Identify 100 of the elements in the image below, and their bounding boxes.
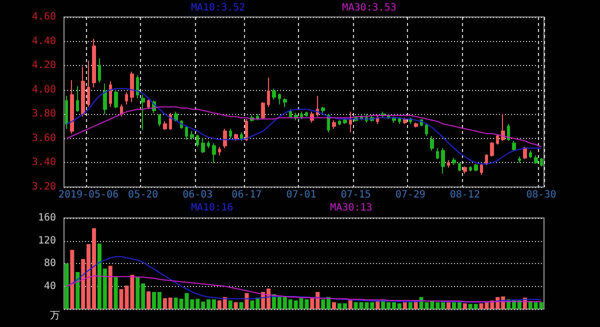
- candlestick: [272, 88, 276, 100]
- candlestick: [300, 111, 303, 120]
- bar: [64, 264, 69, 309]
- candlestick: [261, 102, 265, 120]
- y-tick-label: 3.80: [32, 108, 56, 120]
- candlestick: [343, 118, 347, 124]
- candlestick: [169, 112, 172, 130]
- candlestick: [441, 148, 445, 174]
- bar: [402, 302, 407, 309]
- bar: [108, 266, 112, 309]
- candlestick: [289, 108, 292, 118]
- candlestick: [81, 66, 85, 118]
- bar: [228, 300, 232, 309]
- candlestick: [523, 146, 527, 160]
- candlestick: [463, 166, 467, 174]
- bar: [70, 250, 74, 309]
- x-tick-label: 07-15: [340, 190, 371, 200]
- y-tick-label: 80: [44, 258, 56, 269]
- candlestick: [136, 74, 139, 99]
- candlestick: [501, 114, 505, 142]
- candlestick: [490, 142, 494, 158]
- x-tick-label: 06-17: [232, 190, 262, 200]
- x-tick-label: 05-20: [128, 190, 158, 200]
- candlestick: [534, 154, 538, 164]
- candlestick: [174, 111, 178, 122]
- bar: [114, 277, 118, 309]
- candlestick: [201, 138, 205, 154]
- text: MA30:13: [330, 202, 372, 214]
- y-tick-label: 40: [44, 280, 56, 292]
- y-tick-label: 4.40: [32, 36, 56, 47]
- y-tick-label: 4.60: [32, 12, 56, 22]
- candlestick: [496, 134, 499, 145]
- y-tick-label: 3.40: [32, 157, 56, 168]
- candlestick: [109, 80, 112, 108]
- candlestick: [240, 132, 243, 142]
- candlestick: [234, 133, 238, 142]
- bar: [239, 302, 244, 309]
- text: MA10:16: [191, 202, 234, 214]
- y-tick-label: 3.20: [32, 182, 56, 192]
- candlestick: [452, 157, 456, 166]
- candlestick: [163, 120, 167, 130]
- text: MA30:3.53: [342, 2, 396, 14]
- candlestick: [425, 123, 428, 136]
- candlestick: [447, 160, 450, 168]
- x-tick-label: 07-29: [395, 190, 426, 200]
- bar: [446, 302, 451, 309]
- candlestick: [70, 80, 74, 134]
- candlestick: [458, 162, 461, 172]
- candlestick: [114, 89, 118, 109]
- candlestick: [485, 154, 488, 166]
- candlestick: [147, 99, 150, 110]
- line-series: [66, 256, 542, 303]
- candlestick: [185, 126, 188, 140]
- candlestick: [87, 60, 90, 108]
- candlestick: [98, 58, 101, 84]
- candlestick: [349, 111, 352, 133]
- candlestick: [338, 120, 341, 126]
- candlestick: [507, 123, 510, 142]
- candlestick: [245, 118, 248, 142]
- candlestick: [398, 117, 401, 124]
- candlestick: [229, 128, 232, 139]
- text: MA10:3.52: [191, 2, 246, 14]
- candlestick: [480, 163, 483, 176]
- bar: [408, 302, 412, 309]
- x-tick-label: 08-30: [526, 190, 556, 200]
- y-tick-label: 160: [38, 212, 56, 224]
- y-tick-label: 4.20: [32, 60, 56, 72]
- candlestick: [469, 166, 472, 172]
- line-series: [66, 276, 542, 302]
- candlestick: [332, 120, 336, 130]
- candlestick: [283, 98, 287, 108]
- bar: [462, 303, 467, 309]
- x-tick-label: 07-01: [286, 190, 316, 200]
- candlestick: [305, 111, 308, 118]
- candlestick: [92, 38, 96, 88]
- candlestick: [76, 86, 79, 112]
- candlestick: [540, 157, 543, 167]
- candlestick: [436, 148, 439, 160]
- y-tick-label: 4.00: [32, 84, 56, 96]
- candlestick: [103, 83, 107, 115]
- candlestick: [207, 140, 210, 149]
- candlestick: [267, 77, 270, 108]
- x-tick-label: 06-03: [182, 190, 213, 200]
- candlestick: [218, 146, 221, 156]
- candlestick: [474, 163, 478, 172]
- candlestick: [430, 136, 434, 152]
- candlestick: [223, 128, 227, 149]
- candlestick: [518, 156, 521, 164]
- line-series: [66, 88, 542, 164]
- candlestick: [529, 150, 532, 158]
- candlestick: [278, 93, 281, 105]
- candlestick: [120, 104, 123, 118]
- candlestick: [212, 142, 216, 164]
- candlestick: [414, 122, 418, 128]
- y-tick-label: 120: [38, 235, 56, 246]
- candlestick: [141, 94, 145, 130]
- candlestick: [65, 95, 68, 130]
- bar: [332, 302, 336, 309]
- bar: [146, 291, 151, 309]
- x-tick-label: 08-12: [450, 190, 480, 200]
